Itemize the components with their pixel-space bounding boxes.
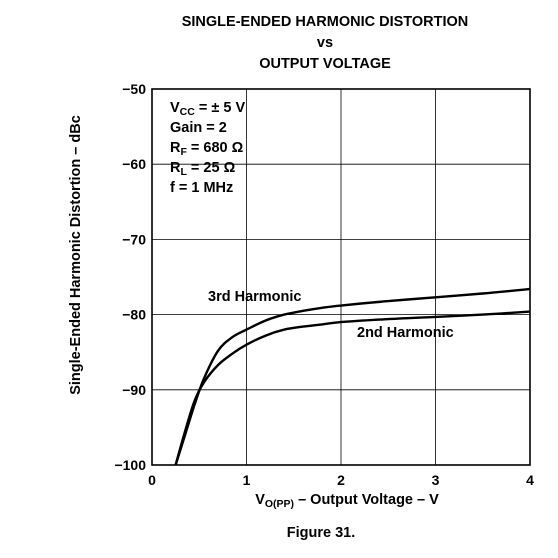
- series-line-2nd-harmonic: [174, 310, 531, 466]
- x-tick-label: 1: [243, 472, 251, 488]
- x-axis-label: VO(PP) – Output Voltage – V: [255, 492, 439, 510]
- x-tick-label: 2: [337, 472, 345, 488]
- condition-frequency: f = 1 MHz: [170, 180, 234, 196]
- series-label-2nd-harmonic: 2nd Harmonic: [357, 325, 454, 341]
- chart-title-line2: vs: [316, 35, 334, 51]
- condition-rl: RL = 25 Ω: [170, 160, 236, 178]
- series-lines: [174, 287, 531, 466]
- condition-gain: Gain = 2: [170, 120, 227, 136]
- x-tick-label: 4: [526, 472, 534, 488]
- plot-frame: [151, 88, 531, 466]
- y-tick-label: −100: [114, 457, 146, 473]
- y-tick-label: −80: [122, 307, 146, 323]
- y-tick-label: −60: [122, 156, 146, 172]
- x-tick-label: 0: [148, 472, 156, 488]
- tick-labels: 0 1 2 3 4 −100 −90 −80 −70 −60 −50: [114, 81, 534, 488]
- figure-caption: Figure 31.: [286, 525, 356, 541]
- condition-rf: RF = 680 Ω: [170, 140, 244, 158]
- chart-title-line3: OUTPUT VOLTAGE: [259, 56, 391, 72]
- x-tick-label: 3: [432, 472, 440, 488]
- y-tick-label: −50: [122, 81, 146, 97]
- y-tick-label: −70: [122, 231, 146, 247]
- condition-vcc: VCC = ± 5 V: [170, 100, 246, 118]
- y-axis-label: Single-Ended Harmonic Distortion – dBc: [68, 115, 84, 395]
- chart-title-line1: SINGLE-ENDED HARMONIC DISTORTION: [181, 14, 469, 30]
- y-tick-label: −90: [122, 382, 146, 398]
- series-label-3rd-harmonic: 3rd Harmonic: [208, 289, 302, 305]
